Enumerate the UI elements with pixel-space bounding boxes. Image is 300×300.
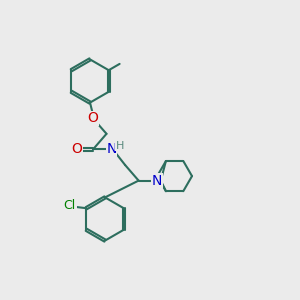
Text: O: O: [71, 142, 82, 156]
Text: N: N: [106, 142, 117, 156]
Text: H: H: [116, 141, 124, 151]
Text: O: O: [88, 111, 98, 125]
Text: N: N: [152, 174, 162, 188]
Text: Cl: Cl: [64, 199, 76, 212]
